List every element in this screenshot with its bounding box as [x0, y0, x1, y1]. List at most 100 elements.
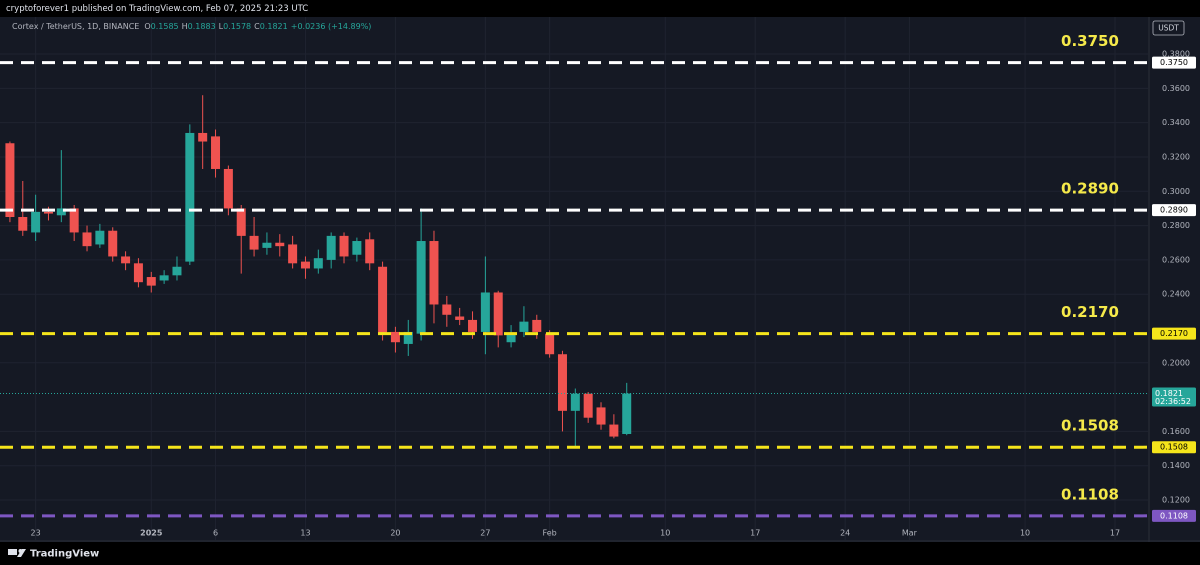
level-label: 0.3750: [1061, 32, 1119, 50]
candle-body: [609, 424, 619, 437]
y-tick-label: 0.3800: [1162, 50, 1190, 59]
level-tag: [1152, 56, 1196, 69]
level-label: 0.2890: [1061, 180, 1119, 198]
candle-body: [365, 239, 375, 264]
candle-body: [31, 211, 41, 233]
y-tick-label: 0.2000: [1162, 358, 1190, 367]
candle-body: [583, 393, 593, 418]
ohlc-key: C: [254, 22, 260, 31]
candle-body: [622, 393, 632, 434]
change: +0.0236 (+14.89%): [291, 22, 372, 31]
candle-body: [236, 208, 246, 236]
y-tick-label: 0.3200: [1162, 152, 1190, 161]
x-tick-label: 17: [1110, 529, 1120, 538]
candle-body: [5, 143, 15, 218]
level-label: 0.1508: [1061, 417, 1119, 435]
level-tag-label: 0.1508: [1160, 443, 1188, 452]
candle-body: [18, 217, 28, 231]
candle-body: [532, 319, 542, 332]
x-tick-label: 10: [1020, 529, 1030, 538]
candle-body: [378, 266, 388, 334]
plot: [0, 61, 1148, 518]
current-price-label: 0.1821: [1155, 389, 1183, 398]
ohlc-key: L: [219, 22, 224, 31]
symbol-legend: Cortex / TetherUS, 1D, BINANCE O0.1585 H0.…: [12, 22, 371, 31]
y-tick-label: 0.2600: [1162, 255, 1190, 264]
level-tag: [1152, 441, 1196, 454]
candle-body: [480, 292, 490, 332]
level-tag-label: 0.2890: [1160, 206, 1188, 215]
level-tag: [1152, 204, 1196, 217]
y-tick-label: 0.2800: [1162, 221, 1190, 230]
y-tick-label: 0.1600: [1162, 427, 1190, 436]
candle-body: [185, 132, 195, 262]
candle-body: [506, 333, 516, 343]
ohlc-key: H: [182, 22, 188, 31]
x-tick-label: Feb: [543, 529, 557, 538]
ohlc-value: 0.1821: [260, 22, 288, 31]
x-tick-label: 23: [31, 529, 41, 538]
candle-body: [455, 316, 465, 320]
candle-body: [82, 232, 92, 247]
candle-body: [468, 319, 478, 332]
candle-body: [519, 321, 529, 332]
candle-body: [390, 331, 400, 343]
candle-body: [95, 230, 105, 245]
candle-body: [43, 211, 53, 214]
candle-body: [442, 304, 452, 315]
candle-body: [262, 242, 272, 248]
published-note: cryptoforever1 published on TradingView.…: [6, 4, 308, 14]
level-tag-label: 0.2170: [1160, 329, 1188, 338]
candle-body: [146, 277, 156, 286]
logo-mark: [8, 549, 17, 555]
x-tick-label: 17: [750, 529, 760, 538]
candle-body: [493, 292, 503, 336]
candle-body: [159, 275, 169, 281]
ohlc-value: 0.1578: [223, 22, 251, 31]
x-tick-label: 2025: [140, 529, 163, 538]
candle-body: [172, 266, 182, 276]
candle-body: [300, 261, 310, 269]
ohlc-value: 0.1883: [188, 22, 216, 31]
axis-unit[interactable]: USDT: [1158, 24, 1179, 33]
chart-pane: [0, 17, 1200, 542]
level-tag: [1152, 327, 1196, 340]
x-tick-label: 24: [840, 529, 850, 538]
candle-body: [429, 241, 439, 305]
y-tick-label: 0.1200: [1162, 496, 1190, 505]
y-tick-label: 0.2400: [1162, 290, 1190, 299]
candle-body: [288, 244, 298, 264]
countdown: 02:36:52: [1155, 397, 1191, 406]
candle-body: [69, 208, 79, 233]
x-tick-label: 13: [300, 529, 310, 538]
candle-body: [339, 235, 349, 257]
y-tick-label: 0.1400: [1162, 461, 1190, 470]
unit-box[interactable]: [1152, 20, 1185, 36]
candle-body: [108, 230, 118, 257]
level-label: 0.2170: [1061, 303, 1119, 321]
level-label: 0.1108: [1061, 485, 1119, 503]
x-tick-label: 6: [213, 529, 218, 538]
level-tag: [1152, 509, 1196, 522]
candle-body: [326, 235, 336, 260]
x-tick-label: 10: [660, 529, 670, 538]
y-tick-label: 0.3000: [1162, 187, 1190, 196]
candle-body: [403, 331, 413, 344]
current-price-tag: [1152, 387, 1196, 407]
candle-body: [313, 258, 323, 269]
x-tick-label: 20: [390, 529, 400, 538]
brand-name: TradingView: [30, 549, 99, 560]
candle-body: [557, 354, 567, 411]
candle-body: [223, 168, 233, 209]
candle-body: [133, 263, 143, 283]
ohlc-value: 0.1585: [151, 22, 179, 31]
candle-body: [570, 393, 580, 411]
candle-body: [56, 208, 66, 216]
candle-body: [416, 241, 426, 334]
logo-mark: [17, 549, 26, 557]
candle-body: [596, 407, 606, 425]
level-tag-label: 0.3750: [1160, 58, 1188, 67]
candle-body: [545, 333, 555, 355]
